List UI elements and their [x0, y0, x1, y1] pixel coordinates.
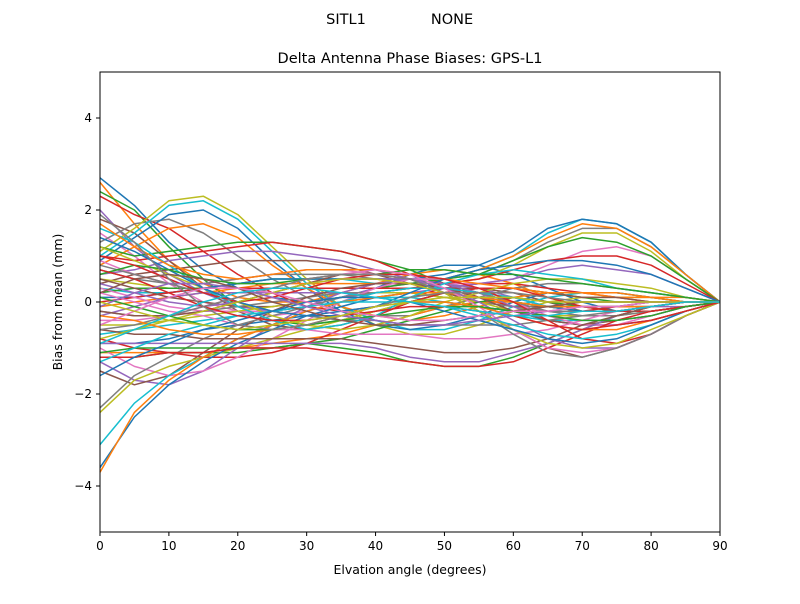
x-tick-label-40: 40	[368, 539, 383, 553]
y-axis-label: Bias from mean (mm)	[50, 234, 65, 371]
x-tick-label-30: 30	[299, 539, 314, 553]
suptitle-left: SITL1	[326, 12, 366, 28]
series-line-70	[99, 287, 720, 345]
y-tick-label-4: 4	[84, 111, 92, 125]
chart-title: Delta Antenna Phase Biases: GPS-L1	[278, 51, 543, 67]
series-line-59	[99, 278, 721, 349]
x-tick-label-90: 90	[712, 539, 727, 553]
x-tick-label-50: 50	[437, 539, 452, 553]
y-axis: −4 −2 0 2 4	[74, 111, 100, 493]
y-tick-label--4: −4	[74, 479, 92, 493]
x-tick-label-60: 60	[506, 539, 521, 553]
y-tick-label--2: −2	[74, 387, 92, 401]
y-tick-label-2: 2	[84, 203, 92, 217]
x-axis-label: Elvation angle (degrees)	[333, 562, 486, 577]
series-line-67	[99, 287, 720, 326]
series-lines	[99, 177, 721, 473]
x-tick-label-80: 80	[643, 539, 658, 553]
x-tick-label-20: 20	[230, 539, 245, 553]
x-tick-label-0: 0	[96, 539, 104, 553]
x-tick-label-10: 10	[161, 539, 176, 553]
suptitle-right: NONE	[431, 12, 473, 28]
series-line-46	[99, 301, 720, 354]
x-tick-label-70: 70	[575, 539, 590, 553]
x-axis: 0 10 20 30 40 50 60 70 80 90	[96, 532, 728, 553]
y-tick-label-0: 0	[84, 295, 92, 309]
